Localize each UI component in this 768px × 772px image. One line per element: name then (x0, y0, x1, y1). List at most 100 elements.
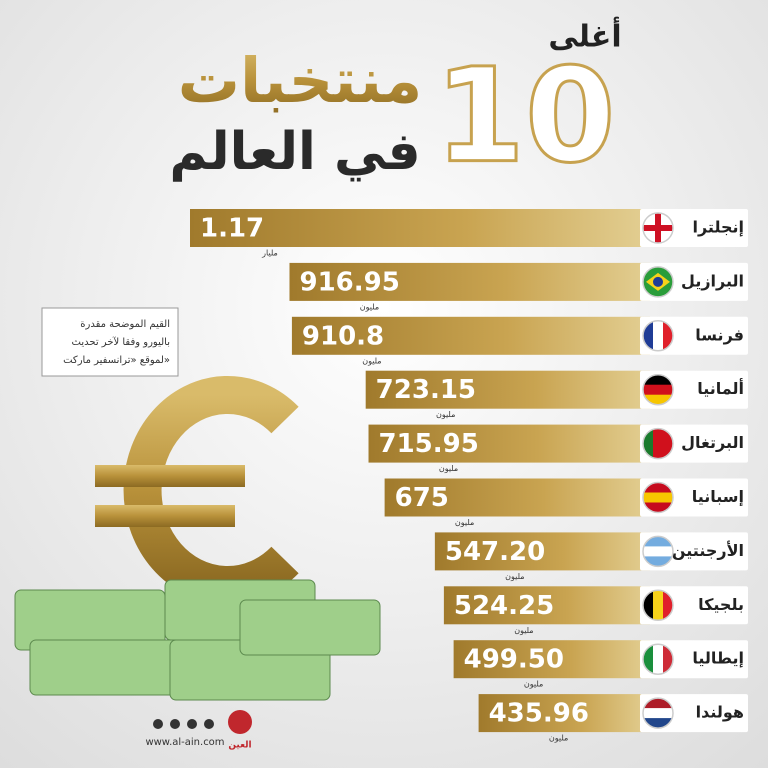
flag-stripe (643, 384, 673, 396)
bar (443, 586, 650, 625)
flag-stripe (643, 374, 673, 386)
flag (642, 643, 674, 675)
footer: www.al-ain.com العين (145, 710, 252, 751)
flag-stripes (643, 698, 673, 729)
euro-bar (95, 465, 245, 487)
value-label: 675 (395, 483, 449, 513)
euro-bar (95, 505, 235, 527)
flag-stripe (643, 708, 673, 719)
flag-stripes (643, 428, 673, 459)
flag-ring (642, 643, 674, 675)
category-label: فرنسا (695, 325, 744, 344)
unit-label: مليون (360, 302, 379, 311)
category-label: ألمانيا (697, 378, 744, 398)
social-icon[interactable] (153, 719, 163, 729)
category-label: إسبانيا (692, 487, 744, 506)
flag-ring (642, 589, 674, 622)
flag-stripes (643, 644, 673, 675)
unit-label: مليون (524, 680, 543, 689)
unit-label: مليون (505, 572, 524, 581)
bar (365, 370, 650, 409)
flag (642, 266, 674, 298)
flag-ring (642, 535, 674, 568)
unit-label: مليون (436, 410, 455, 419)
flag (642, 481, 674, 514)
flag-stripe (643, 286, 673, 297)
flag-stripe (643, 536, 673, 547)
flag-stripe (643, 502, 673, 513)
value-label: 916.95 (299, 267, 399, 297)
flag-stripes (643, 590, 673, 621)
unit-label: مليون (362, 356, 381, 365)
flag (642, 697, 674, 729)
flag-stripe (653, 428, 664, 459)
category-label: البرتغال (681, 433, 744, 452)
flag-stripe (643, 428, 654, 459)
social-icon[interactable] (187, 719, 197, 729)
flag (642, 535, 674, 568)
website: www.al-ain.com (145, 737, 224, 748)
value-label: 435.96 (489, 699, 589, 729)
note-box: القيم الموضحة مقدرة باليورو وفقا لآخر تح… (41, 307, 179, 377)
value-label: 524.25 (454, 591, 554, 621)
flag-stripes (643, 213, 673, 243)
unit-label: مليون (549, 734, 568, 743)
flag-stripe (663, 590, 673, 621)
category-label: البرازيل (681, 271, 744, 290)
social-icon[interactable] (170, 719, 180, 729)
bar (368, 424, 650, 463)
flag (642, 320, 674, 352)
value-label: 499.50 (464, 645, 564, 675)
flag-stripe (643, 698, 673, 709)
flag-globe (653, 276, 663, 287)
flag-stripes (643, 266, 673, 297)
unit-label: مليون (514, 626, 533, 635)
flag-stripe (643, 644, 654, 675)
bar (384, 478, 650, 517)
flag-stripe (643, 556, 673, 567)
bar (289, 262, 650, 301)
flag-stripe (643, 718, 673, 729)
flag-ring (642, 266, 674, 298)
brand: العين (228, 741, 251, 751)
flag-stripes (643, 320, 673, 351)
flag-stripe (643, 590, 654, 621)
flag-ring (642, 212, 674, 244)
bar (434, 532, 650, 571)
value-label: 723.15 (376, 375, 476, 405)
flag-ring (642, 481, 674, 514)
flag-stripe (643, 546, 673, 557)
bar (190, 209, 650, 247)
unit-label: مليون (439, 464, 458, 473)
unit-label: مليار (261, 249, 278, 258)
title-number: 10 (435, 40, 616, 192)
flag-stripes (643, 374, 673, 405)
note-line: القيم الموضحة مقدرة (80, 319, 170, 330)
flag-stripes (643, 536, 673, 567)
logo (228, 710, 252, 734)
flag-stripe (653, 644, 664, 675)
social-icon[interactable] (204, 719, 214, 729)
flag (642, 373, 674, 406)
value-label: 910.8 (302, 321, 384, 351)
flag-stripes (643, 482, 673, 513)
flag (642, 427, 674, 460)
money-stacks (14, 579, 381, 701)
flag-stripe (643, 320, 654, 351)
flag-stripe (653, 590, 664, 621)
flag-ring (642, 697, 674, 729)
flag-stripe (643, 482, 673, 493)
category-label: بلجيكا (698, 595, 744, 614)
flag (642, 212, 674, 244)
flag-ring (642, 373, 674, 406)
bar (478, 694, 650, 733)
note-line: لموقع «ترانسفير ماركت» (63, 355, 170, 366)
flag-ring (642, 320, 674, 352)
title-top: أغلى (548, 17, 621, 55)
unit-label: مليون (455, 518, 474, 527)
value-label: 715.95 (379, 429, 479, 459)
flag-ring (642, 427, 674, 460)
bar (291, 316, 650, 355)
flag (642, 589, 674, 622)
